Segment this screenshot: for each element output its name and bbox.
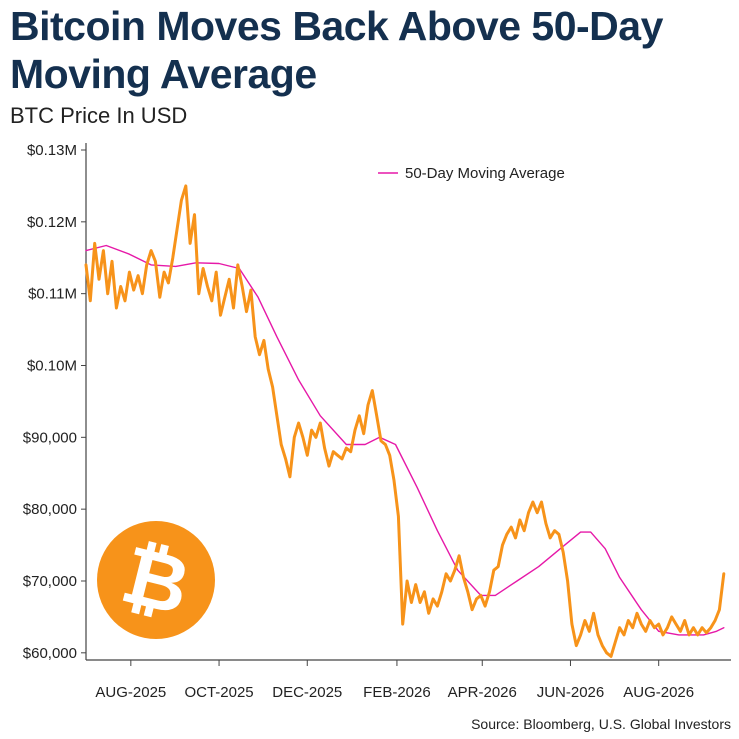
y-tick-label: $70,000 xyxy=(23,573,77,590)
legend: 50-Day Moving Average xyxy=(378,165,565,182)
title-line-1: Bitcoin Moves Back Above 50-Day xyxy=(10,3,663,49)
moving-average-series-line xyxy=(85,244,725,636)
y-tick-label: $80,000 xyxy=(23,501,77,518)
x-tick-label: OCT-2025 xyxy=(184,684,253,701)
source-note: Source: Bloomberg, U.S. Global Investors xyxy=(471,716,731,732)
y-tick-label: $60,000 xyxy=(23,645,77,662)
axes: $60,000 $70,000 $80,000 $90,000 $0.10M $0.11M… xyxy=(23,142,731,701)
chart-subtitle: BTC Price In USD xyxy=(10,103,188,128)
price-series-line xyxy=(84,184,726,658)
x-tick-label: AUG-2025 xyxy=(95,684,166,701)
y-tick-label: $0.12M xyxy=(27,214,77,231)
bitcoin-logo-circle xyxy=(97,521,215,639)
y-tick-label: $0.13M xyxy=(27,142,77,159)
chart-title: Bitcoin Moves Back Above 50-Day Moving A… xyxy=(10,2,730,98)
legend-label-moving-average: 50-Day Moving Average xyxy=(405,165,565,182)
bitcoin-logo-icon: ₿ xyxy=(97,521,215,639)
y-tick-label: $90,000 xyxy=(23,429,77,446)
title-line-2: Moving Average xyxy=(10,51,317,97)
y-tick-label: $0.10M xyxy=(27,357,77,374)
moving-average-layer xyxy=(85,244,725,636)
x-tick-label: JUN-2026 xyxy=(537,684,605,701)
x-tick-label: APR-2026 xyxy=(448,684,517,701)
x-tick-label: DEC-2025 xyxy=(272,684,342,701)
x-tick-label: FEB-2026 xyxy=(363,684,431,701)
price-layer xyxy=(84,184,726,658)
x-tick-label: AUG-2026 xyxy=(623,684,694,701)
y-tick-label: $0.11M xyxy=(28,286,77,303)
